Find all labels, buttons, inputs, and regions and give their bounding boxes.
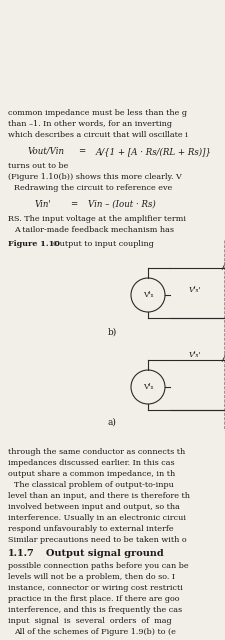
Text: a): a) — [108, 418, 116, 427]
Text: than –1. In other words, for an inverting: than –1. In other words, for an invertin… — [8, 120, 171, 128]
Text: Vᴵₙ': Vᴵₙ' — [188, 351, 200, 359]
Text: common impedance must be less than the g: common impedance must be less than the g — [8, 109, 186, 117]
Text: 1.1.7: 1.1.7 — [8, 549, 35, 558]
Text: (Figure 1.10(b)) shows this more clearly. V: (Figure 1.10(b)) shows this more clearly… — [8, 173, 181, 181]
Text: interference. Usually in an electronic circui: interference. Usually in an electronic c… — [8, 514, 185, 522]
Text: Redrawing the circuit to reference eve: Redrawing the circuit to reference eve — [14, 184, 171, 192]
Text: b): b) — [108, 328, 117, 337]
Text: Figure 1.10: Figure 1.10 — [8, 240, 60, 248]
Text: through the same conductor as connects th: through the same conductor as connects t… — [8, 448, 184, 456]
Text: output share a common impedance, in th: output share a common impedance, in th — [8, 470, 174, 478]
Text: involved between input and output, so tha: involved between input and output, so th… — [8, 503, 179, 511]
Text: Vout/Vin: Vout/Vin — [28, 147, 65, 156]
Text: RS. The input voltage at the amplifier termi: RS. The input voltage at the amplifier t… — [8, 215, 185, 223]
Text: interference, and this is frequently the cas: interference, and this is frequently the… — [8, 606, 181, 614]
Text: which describes a circuit that will oscillate i: which describes a circuit that will osci… — [8, 131, 187, 139]
Text: instance, connector or wiring cost restricti: instance, connector or wiring cost restr… — [8, 584, 182, 592]
Text: =: = — [70, 200, 77, 209]
Text: input  signal  is  several  orders  of  mag: input signal is several orders of mag — [8, 617, 171, 625]
Text: =: = — [78, 147, 85, 156]
Text: practice in the first place. If there are goo: practice in the first place. If there ar… — [8, 595, 179, 603]
Text: Vᴵₙ': Vᴵₙ' — [188, 286, 200, 294]
Text: respond unfavourably to external interfe: respond unfavourably to external interfe — [8, 525, 173, 533]
Text: Vin – (Iout · Rs): Vin – (Iout · Rs) — [88, 200, 155, 209]
Text: A/{1 + [A · Rs/(RL + Rs)]}: A/{1 + [A · Rs/(RL + Rs)]} — [96, 147, 211, 156]
Text: Vᴵₙ: Vᴵₙ — [142, 383, 153, 391]
Text: level than an input, and there is therefore th: level than an input, and there is theref… — [8, 492, 189, 500]
Text: impedances discussed earlier. In this cas: impedances discussed earlier. In this ca… — [8, 459, 174, 467]
Text: Output signal ground: Output signal ground — [46, 549, 163, 558]
Text: turns out to be: turns out to be — [8, 162, 68, 170]
Text: Similar precautions need to be taken with o: Similar precautions need to be taken wit… — [8, 536, 186, 544]
Text: The classical problem of output-to-inpu: The classical problem of output-to-inpu — [14, 481, 173, 489]
Text: Vᴵₙ: Vᴵₙ — [142, 291, 153, 299]
Text: possible connection paths before you can be: possible connection paths before you can… — [8, 562, 188, 570]
Text: levels will not be a problem, then do so. I: levels will not be a problem, then do so… — [8, 573, 174, 581]
Text: A tailor-made feedback mechanism has: A tailor-made feedback mechanism has — [14, 226, 173, 234]
Text: Vin': Vin' — [35, 200, 52, 209]
Text: Output to input coupling: Output to input coupling — [48, 240, 153, 248]
Text: All of the schemes of Figure 1.9(b) to (e: All of the schemes of Figure 1.9(b) to (… — [14, 628, 175, 636]
